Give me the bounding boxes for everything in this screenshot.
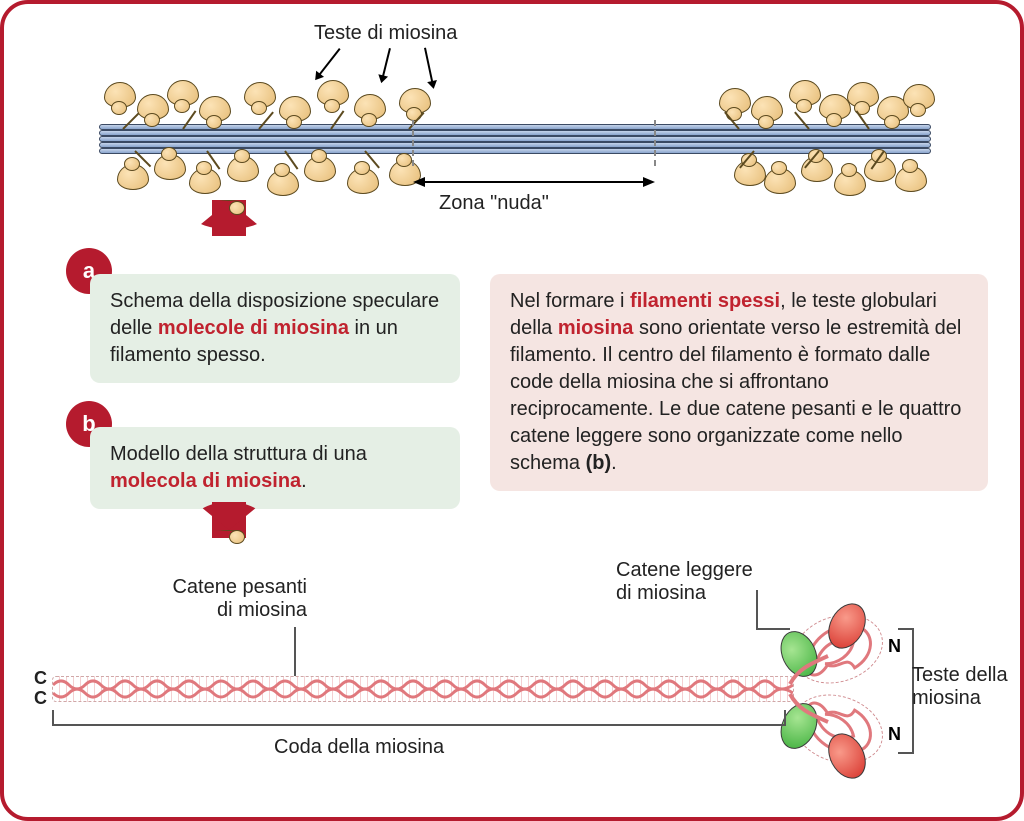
label-tail: Coda della miosina: [274, 736, 444, 759]
caption-a-hl: molecole di miosina: [158, 317, 349, 339]
myosin-head-icon: [199, 96, 231, 122]
label-heads: Teste della miosina: [912, 664, 1008, 710]
myosin-head-icon: [751, 96, 783, 122]
myosin-head-icon: [279, 96, 311, 122]
thick-filament-diagram: [99, 76, 929, 191]
myosin-head-icon: [834, 170, 866, 196]
myosin-head-icon: [189, 168, 221, 194]
myosin-head-icon: [267, 170, 299, 196]
myosin-head-icon: [864, 156, 896, 182]
neck-connector-icon: [788, 654, 838, 724]
caption-a: Schema della disposizione speculare dell…: [90, 274, 460, 383]
filament-rod: [99, 148, 931, 154]
label-bare-zone: Zona "nuda": [439, 192, 549, 215]
exp-t1a: Nel formare i: [510, 290, 630, 312]
arrow-up-icon: [212, 200, 246, 236]
caption-b: Modello della struttura di una molecola …: [90, 427, 460, 509]
myosin-head-icon: [154, 154, 186, 180]
bare-zone-marker: [412, 120, 414, 166]
caption-b-pre: Modello della struttura di una: [110, 443, 367, 465]
myosin-head-icon: [304, 156, 336, 182]
myosin-head-icon: [399, 88, 431, 114]
myosin-head-icon: [734, 160, 766, 186]
c-terminus-label: C: [34, 668, 47, 689]
myosin-head-icon: [789, 80, 821, 106]
caption-b-post: .: [301, 470, 307, 492]
myosin-head-icon: [347, 168, 379, 194]
exp-bold: (b): [586, 452, 612, 474]
bare-zone-arrows-icon: [413, 174, 655, 190]
myosin-head-icon: [895, 166, 927, 192]
myosin-head-icon: [137, 94, 169, 120]
myosin-head-icon: [719, 88, 751, 114]
myosin-head-icon: [764, 168, 796, 194]
bare-zone-marker: [654, 120, 656, 166]
myosin-head-icon: [167, 80, 199, 106]
exp-t1d: .: [611, 452, 617, 474]
myosin-tail: [52, 676, 794, 702]
exp-hl2: miosina: [558, 317, 634, 339]
bracket-tail: [52, 710, 786, 726]
label-light-chains: Catene leggere di miosina: [616, 559, 753, 605]
diagram-frame: Teste di miosina: [0, 0, 1024, 821]
arrow-down-icon: [212, 502, 246, 538]
label-myosin-heads: Teste di miosina: [314, 22, 457, 45]
myosin-head-icon: [104, 82, 136, 108]
myosin-head-icon: [227, 156, 259, 182]
myosin-head-icon: [801, 156, 833, 182]
exp-t1c: sono orientate verso le estremità del fi…: [510, 317, 961, 474]
pointer-line: [316, 48, 341, 79]
myosin-head-icon: [903, 84, 935, 110]
myosin-molecule-diagram: C C: [30, 624, 1000, 804]
myosin-head-icon: [354, 94, 386, 120]
myosin-head-icon: [847, 82, 879, 108]
myosin-head-icon: [117, 164, 149, 190]
exp-hl1: filamenti spessi: [630, 290, 780, 312]
label-heavy-chains: Catene pesanti di miosina: [127, 576, 307, 622]
c-terminus-label: C: [34, 688, 47, 709]
myosin-head-icon: [244, 82, 276, 108]
explanation-box: Nel formare i filamenti spessi, le teste…: [490, 274, 988, 491]
myosin-head-icon: [317, 80, 349, 106]
caption-b-hl: molecola di miosina: [110, 470, 301, 492]
